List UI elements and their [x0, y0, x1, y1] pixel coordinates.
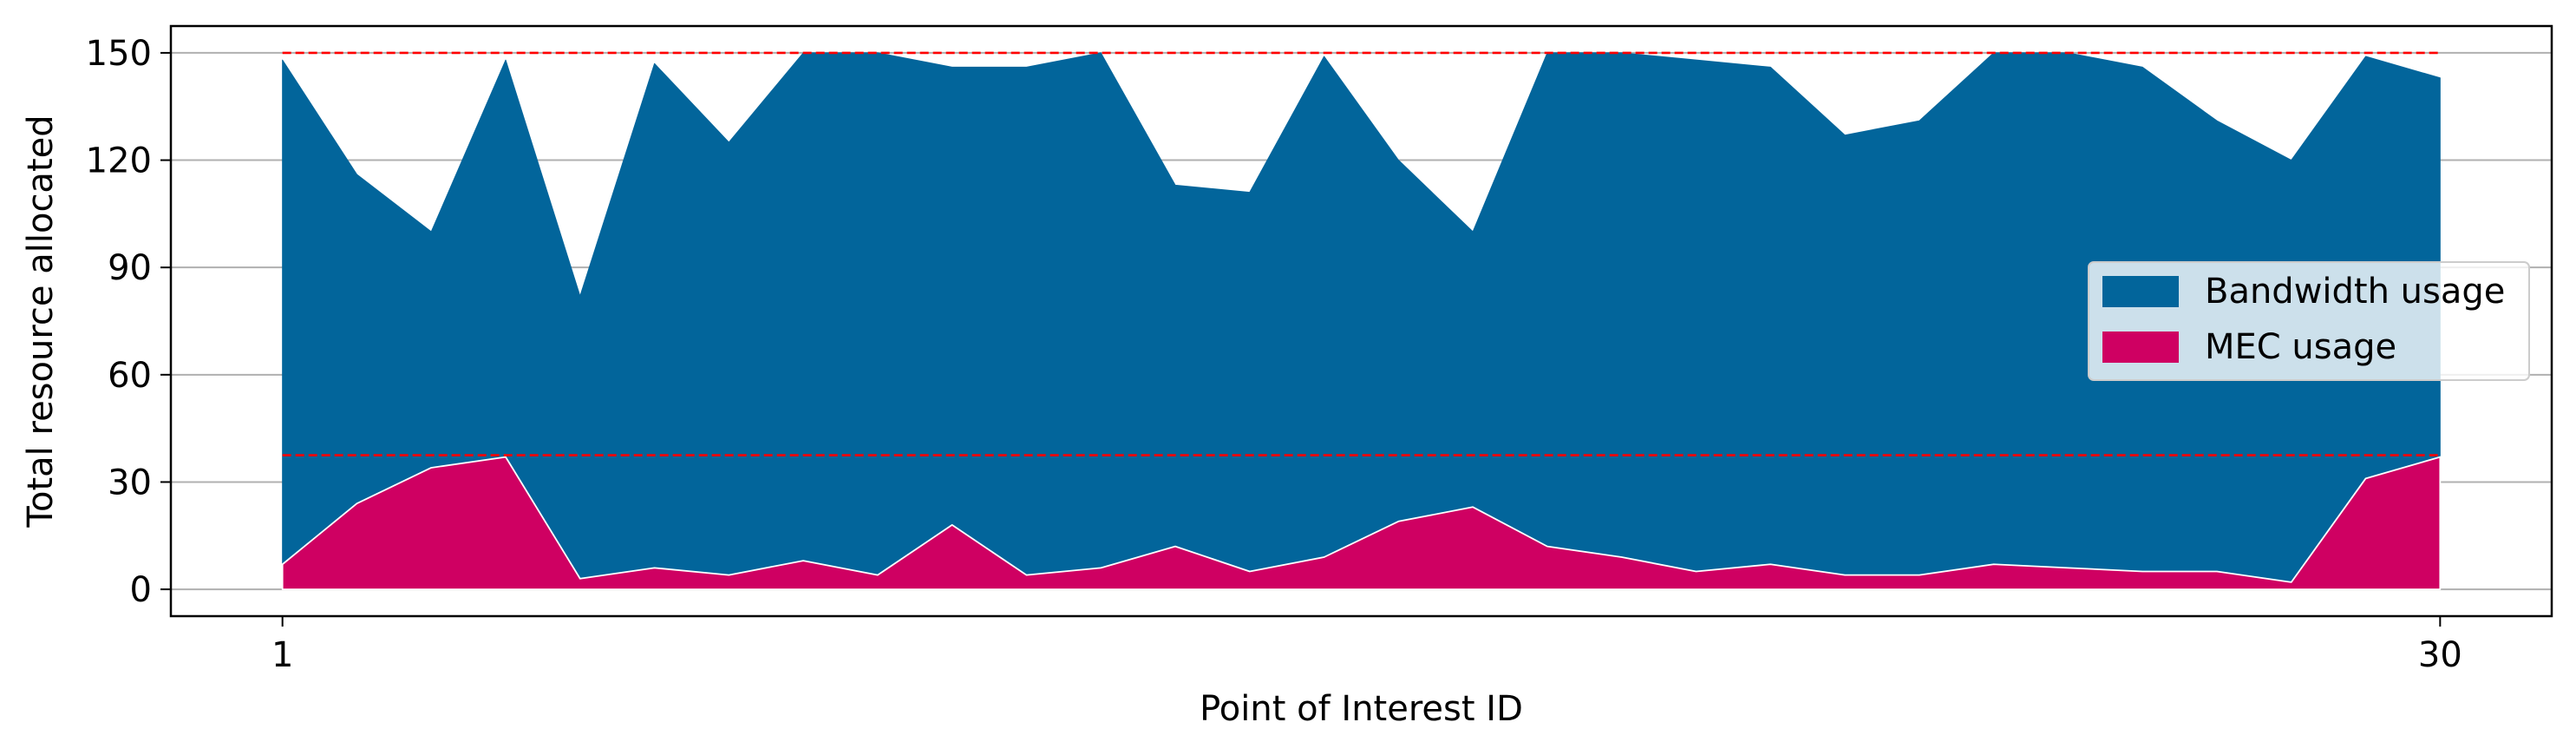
area-mec-usage: [281, 456, 2442, 590]
reference-lines: [282, 51, 2441, 456]
legend-label-2: MEC usage: [2205, 327, 2396, 367]
y-tick-label-0: 0: [130, 570, 152, 610]
y-axis: 0 30 60 90 120 150: [86, 34, 171, 610]
legend-box: [2088, 261, 2530, 381]
y-tick-label-90: 90: [108, 248, 152, 288]
y-tick-label-30: 30: [108, 463, 152, 502]
y-tick-label-120: 120: [86, 141, 152, 181]
x-axis-label: Point of Interest ID: [1200, 689, 1523, 729]
legend-swatch-1: [2102, 276, 2179, 307]
legend-label-1: Bandwidth usage: [2205, 272, 2505, 312]
legend: Bandwidth usage MEC usage: [2088, 261, 2530, 381]
y-tick-label-150: 150: [86, 34, 152, 74]
plot-frame: [169, 24, 2553, 618]
y-tick-label-60: 60: [108, 356, 152, 396]
x-tick-label-1: 1: [271, 635, 293, 675]
legend-swatch-2: [2102, 332, 2179, 363]
x-tick-label-30: 30: [2418, 635, 2462, 675]
y-axis-label: Total resource allocated: [21, 115, 61, 528]
x-axis: 1 30: [271, 616, 2462, 675]
